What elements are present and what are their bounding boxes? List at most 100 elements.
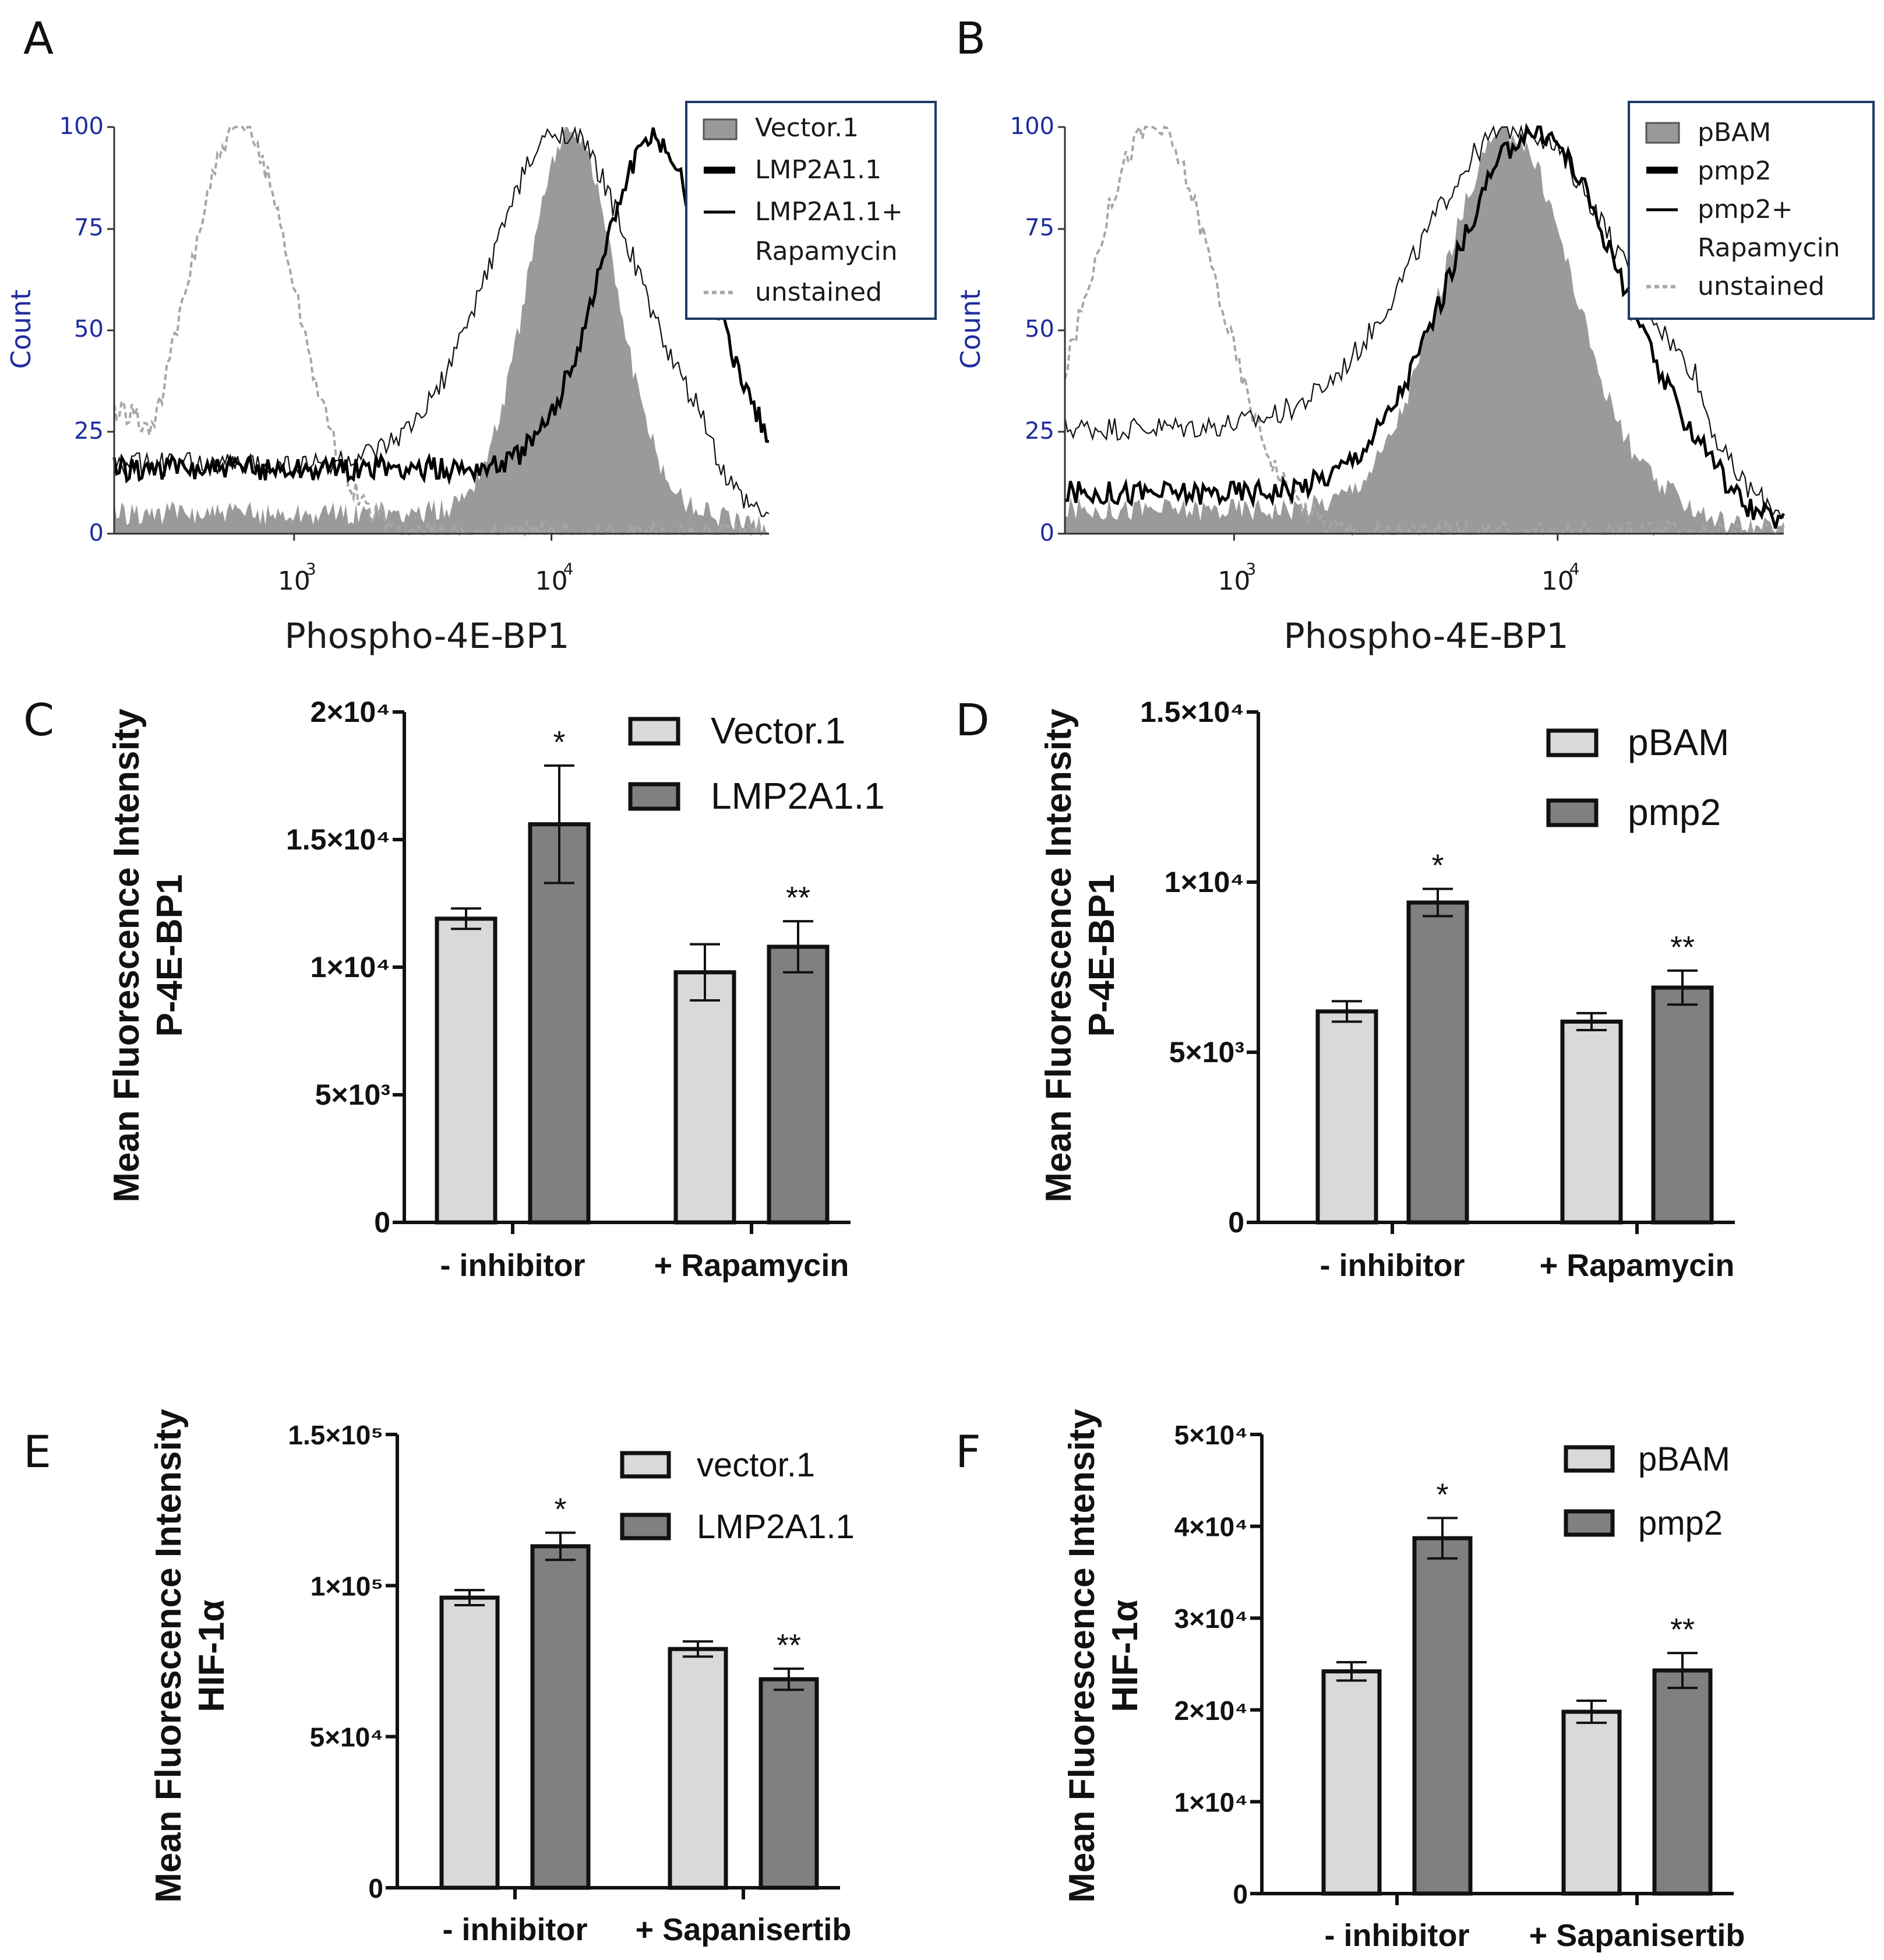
bar-plot-area: *** — [1260, 1434, 1734, 1896]
category-labels: - inhibitor + Rapamycin — [440, 1222, 849, 1283]
x-tick-exponent: 4 — [563, 559, 574, 579]
y-axis-label-line1: Mean Fluorescence Intensity — [1039, 708, 1079, 1203]
histogram-panel-b: Count 0 25 50 75 100 103 104 Phospho-4E-B… — [955, 101, 1875, 657]
legend-label: vector.1 — [697, 1446, 815, 1484]
legend-swatch — [1546, 798, 1599, 827]
significance-marker: * — [554, 1492, 566, 1527]
significance-marker: ** — [1670, 1612, 1695, 1647]
bar-pmp2 — [1412, 1536, 1473, 1896]
y-axis-label-line1: Mean Fluorescence Intensity — [149, 1409, 189, 1903]
y-tick-labels: 0 1×10⁴ 2×10⁴ 3×10⁴ 4×10⁴ 5×10⁴ — [1174, 1420, 1262, 1909]
legend-label: pmp2 — [1698, 156, 1772, 186]
y-tick-label: 5×10⁴ — [1174, 1420, 1248, 1450]
legend-label: pBAM — [1698, 118, 1771, 147]
y-tick-label: 0 — [368, 1873, 383, 1903]
y-tick-labels: 0 25 50 75 100 — [59, 113, 104, 547]
y-tick-label: 0 — [374, 1206, 390, 1239]
legend-swatch — [1564, 1445, 1615, 1473]
y-tick-label: 0 — [1228, 1206, 1244, 1239]
y-tick-label: 5×10⁴ — [310, 1722, 383, 1753]
y-tick-label: 1×10⁴ — [1174, 1787, 1248, 1817]
legend-label: unstained — [1698, 272, 1825, 301]
histogram-area-pbam — [1065, 127, 1784, 534]
legend: pBAM pmp2 — [1564, 1440, 1730, 1542]
y-tick-label: 100 — [1010, 113, 1054, 140]
panel-letter-a: A — [23, 12, 54, 64]
legend: pBAM pmp2 — [1546, 721, 1729, 833]
legend-label: LMP2A1.1+ — [755, 197, 903, 227]
histogram-panel-a: Count 0 25 50 75 100 103 104 Phospho-4E-B… — [5, 101, 937, 657]
legend-label: Vector.1 — [711, 710, 845, 752]
y-tick-label: 75 — [1025, 214, 1054, 241]
y-axis-label-line2: HIF-1α — [1105, 1599, 1145, 1712]
y-tick-label: 25 — [1025, 418, 1054, 445]
category-label: + Sapanisertib — [1529, 1918, 1745, 1953]
bar-chart-panel-f: Mean Fluorescence Intensity HIF-1α 0 1×10… — [1062, 1409, 1745, 1953]
y-tick-label: 5×10³ — [315, 1078, 390, 1111]
legend-swatch — [620, 1513, 671, 1540]
category-labels: - inhibitor + Rapamycin — [1320, 1222, 1735, 1283]
legend-label: LMP2A1.1 — [697, 1508, 855, 1546]
y-tick-label: 25 — [74, 418, 104, 445]
significance-marker: * — [1436, 1477, 1448, 1512]
x-tick-exponent: 3 — [306, 559, 316, 579]
y-tick-label: 0 — [1040, 520, 1054, 547]
category-label: - inhibitor — [443, 1912, 588, 1947]
x-axis-label: Phospho-4E-BP1 — [1284, 616, 1569, 657]
legend-label: Vector.1 — [755, 113, 859, 143]
histogram-line-unstained — [1064, 124, 1785, 538]
histogram-plot-area — [112, 125, 770, 538]
legend-swatch — [1564, 1509, 1615, 1537]
y-axis-label-line2: P-4E-BP1 — [150, 874, 190, 1037]
bar-vector-1 — [668, 1647, 728, 1890]
category-label: - inhibitor — [440, 1248, 585, 1283]
category-label: + Rapamycin — [1540, 1248, 1735, 1283]
bar-lmp2a1-1 — [767, 944, 830, 1225]
histogram-line-pmp2-rapamycin — [1064, 124, 1784, 519]
bar-pmp2 — [1651, 985, 1714, 1225]
legend-label: pmp2+ — [1698, 195, 1793, 224]
panel-letter-c: C — [23, 694, 54, 746]
y-tick-label: 2×10⁴ — [1174, 1695, 1248, 1726]
y-tick-labels: 0 5×10³ 1×10⁴ 1.5×10⁴ — [1140, 696, 1258, 1239]
bar-lmp2a1-1 — [530, 1544, 591, 1890]
category-labels: - inhibitor + Sapanisertib — [443, 1888, 852, 1947]
y-tick-label: 3×10⁴ — [1174, 1603, 1248, 1634]
x-tick-label: 10 — [1541, 566, 1574, 596]
y-axis-label-line1: Mean Fluorescence Intensity — [107, 708, 147, 1203]
y-axis-label-line1: Mean Fluorescence Intensity — [1062, 1409, 1102, 1903]
legend-swatch — [1546, 728, 1599, 757]
y-axis-label: Count — [955, 290, 986, 369]
legend-swatch — [628, 717, 680, 746]
legend: pBAM pmp2 pmp2+ Rapamycin unstained — [1628, 101, 1875, 320]
bar-pmp2 — [1652, 1668, 1713, 1896]
significance-marker: ** — [777, 1628, 801, 1663]
y-tick-label: 0 — [1233, 1879, 1248, 1909]
legend-label: pmp2 — [1638, 1504, 1723, 1542]
y-tick-label: 1×10⁴ — [311, 951, 390, 983]
bar-plot-area: *** — [396, 1434, 840, 1890]
y-tick-label: 75 — [74, 214, 104, 241]
y-tick-marks — [1058, 126, 1065, 535]
y-tick-labels: 0 5×10³ 1×10⁴ 1.5×10⁴ 2×10⁴ — [286, 696, 404, 1239]
legend-swatch — [628, 782, 680, 811]
legend-label: Rapamycin — [755, 237, 898, 266]
category-labels: - inhibitor + Sapanisertib — [1325, 1894, 1745, 1953]
legend-label: pmp2 — [1628, 791, 1721, 833]
x-axis-label: Phospho-4E-BP1 — [285, 616, 570, 657]
bar-lmp2a1-1 — [528, 822, 591, 1225]
category-label: - inhibitor — [1320, 1248, 1465, 1283]
histogram-area-vector-1 — [114, 127, 769, 534]
category-label: + Sapanisertib — [636, 1912, 852, 1947]
legend: Vector.1 LMP2A1.1 LMP2A1.1+ Rapamycin un… — [685, 101, 937, 320]
y-tick-labels: 0 5×10⁴ 1×10⁵ 1.5×10⁵ — [288, 1420, 397, 1903]
x-tick-exponent: 3 — [1246, 559, 1256, 579]
x-tick-labels: 103 104 — [278, 534, 574, 596]
panel-letter-b: B — [955, 12, 986, 64]
bar-chart-panel-d: Mean Fluorescence Intensity P-4E-BP1 0 5×… — [1039, 696, 1735, 1283]
y-tick-label: 2×10⁴ — [311, 696, 390, 728]
bar-pbam — [1321, 1669, 1382, 1896]
bar-vector-1 — [673, 970, 736, 1225]
significance-marker: * — [553, 725, 565, 760]
